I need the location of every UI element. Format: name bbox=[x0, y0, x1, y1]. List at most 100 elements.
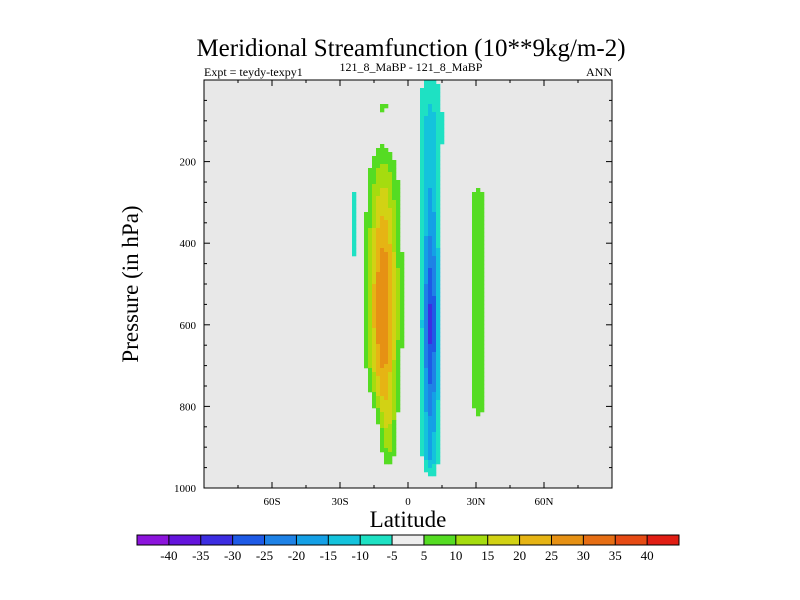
contour-cell bbox=[432, 252, 437, 257]
contour-cell bbox=[436, 436, 441, 441]
contour-cell bbox=[388, 392, 393, 397]
contour-cell bbox=[428, 240, 433, 245]
contour-cell bbox=[428, 200, 433, 205]
contour-cell bbox=[376, 288, 381, 293]
contour-cell bbox=[372, 392, 377, 397]
contour-cell bbox=[476, 268, 481, 273]
contour-cell bbox=[428, 320, 433, 325]
contour-cell bbox=[428, 348, 433, 353]
contour-cell bbox=[480, 340, 485, 345]
contour-cell bbox=[388, 260, 393, 265]
contour-cell bbox=[376, 164, 381, 169]
contour-cell bbox=[420, 188, 425, 193]
contour-cell bbox=[388, 276, 393, 281]
contour-cell bbox=[380, 332, 385, 337]
contour-cell bbox=[376, 416, 381, 421]
contour-cell bbox=[364, 344, 369, 349]
contour-cell bbox=[384, 460, 389, 465]
contour-cell bbox=[424, 268, 429, 273]
contour-cell bbox=[424, 212, 429, 217]
contour-cell bbox=[420, 300, 425, 305]
contour-cell bbox=[368, 268, 373, 273]
contour-cell bbox=[400, 332, 405, 337]
colorbar-swatch bbox=[423, 535, 457, 545]
contour-cell bbox=[424, 236, 429, 241]
contour-cell bbox=[388, 332, 393, 337]
contour-cell bbox=[476, 408, 481, 413]
contour-cell bbox=[376, 348, 381, 353]
contour-cell bbox=[364, 232, 369, 237]
contour-cell bbox=[352, 196, 357, 201]
contour-cell bbox=[384, 288, 389, 293]
contour-cell bbox=[392, 328, 397, 333]
contour-cell bbox=[420, 316, 425, 321]
contour-cell bbox=[364, 280, 369, 285]
contour-cell bbox=[384, 308, 389, 313]
contour-cell bbox=[480, 348, 485, 353]
contour-cell bbox=[472, 244, 477, 249]
contour-cell bbox=[424, 168, 429, 173]
contour-cell bbox=[432, 140, 437, 145]
contour-cell bbox=[396, 228, 401, 233]
contour-cell bbox=[436, 380, 441, 385]
contour-cell bbox=[388, 456, 393, 461]
contour-cell bbox=[424, 240, 429, 245]
contour-cell bbox=[380, 372, 385, 377]
contour-cell bbox=[368, 304, 373, 309]
contour-cell bbox=[428, 168, 433, 173]
contour-cell bbox=[424, 304, 429, 309]
colorbar-swatch bbox=[328, 535, 361, 545]
contour-cell bbox=[376, 412, 381, 417]
contour-cell bbox=[480, 204, 485, 209]
contour-cell bbox=[472, 372, 477, 377]
contour-cell bbox=[420, 336, 425, 341]
contour-cell bbox=[432, 336, 437, 341]
contour-cell bbox=[392, 344, 397, 349]
contour-cell bbox=[396, 216, 401, 221]
contour-cell bbox=[388, 432, 393, 437]
contour-cell bbox=[472, 260, 477, 265]
colorbar-swatch bbox=[615, 535, 648, 545]
contour-cell bbox=[396, 196, 401, 201]
contour-cell bbox=[400, 308, 405, 313]
contour-cell bbox=[436, 240, 441, 245]
contour-cell bbox=[472, 288, 477, 293]
contour-cell bbox=[388, 252, 393, 257]
contour-cell bbox=[432, 272, 437, 277]
contour-cell bbox=[384, 380, 389, 385]
contour-cell bbox=[480, 308, 485, 313]
contour-cell bbox=[420, 436, 425, 441]
contour-cell bbox=[472, 312, 477, 317]
contour-cell bbox=[436, 364, 441, 369]
contour-cell bbox=[384, 388, 389, 393]
contour-cell bbox=[368, 368, 373, 373]
contour-cell bbox=[368, 260, 373, 265]
contour-cell bbox=[420, 232, 425, 237]
contour-cell bbox=[424, 432, 429, 437]
contour-cell bbox=[476, 380, 481, 385]
contour-cell bbox=[432, 264, 437, 269]
contour-cell bbox=[380, 108, 385, 113]
contour-cell bbox=[368, 204, 373, 209]
contour-cell bbox=[352, 228, 357, 233]
contour-cell bbox=[420, 156, 425, 161]
colorbar-label: 25 bbox=[545, 548, 558, 563]
contour-cell bbox=[432, 212, 437, 217]
contour-cell bbox=[372, 332, 377, 337]
colorbar-label: 40 bbox=[641, 548, 654, 563]
contour-cell bbox=[376, 252, 381, 257]
contour-cell bbox=[380, 152, 385, 157]
contour-cell bbox=[420, 328, 425, 333]
contour-cell bbox=[400, 304, 405, 309]
contour-cell bbox=[392, 436, 397, 441]
contour-cell bbox=[396, 360, 401, 365]
contour-cell bbox=[376, 400, 381, 405]
contour-cell bbox=[436, 412, 441, 417]
contour-cell bbox=[380, 356, 385, 361]
contour-cell bbox=[476, 188, 481, 193]
contour-cell bbox=[396, 336, 401, 341]
contour-cell bbox=[472, 228, 477, 233]
contour-cell bbox=[428, 268, 433, 273]
contour-cell bbox=[436, 204, 441, 209]
contour-cell bbox=[364, 316, 369, 321]
